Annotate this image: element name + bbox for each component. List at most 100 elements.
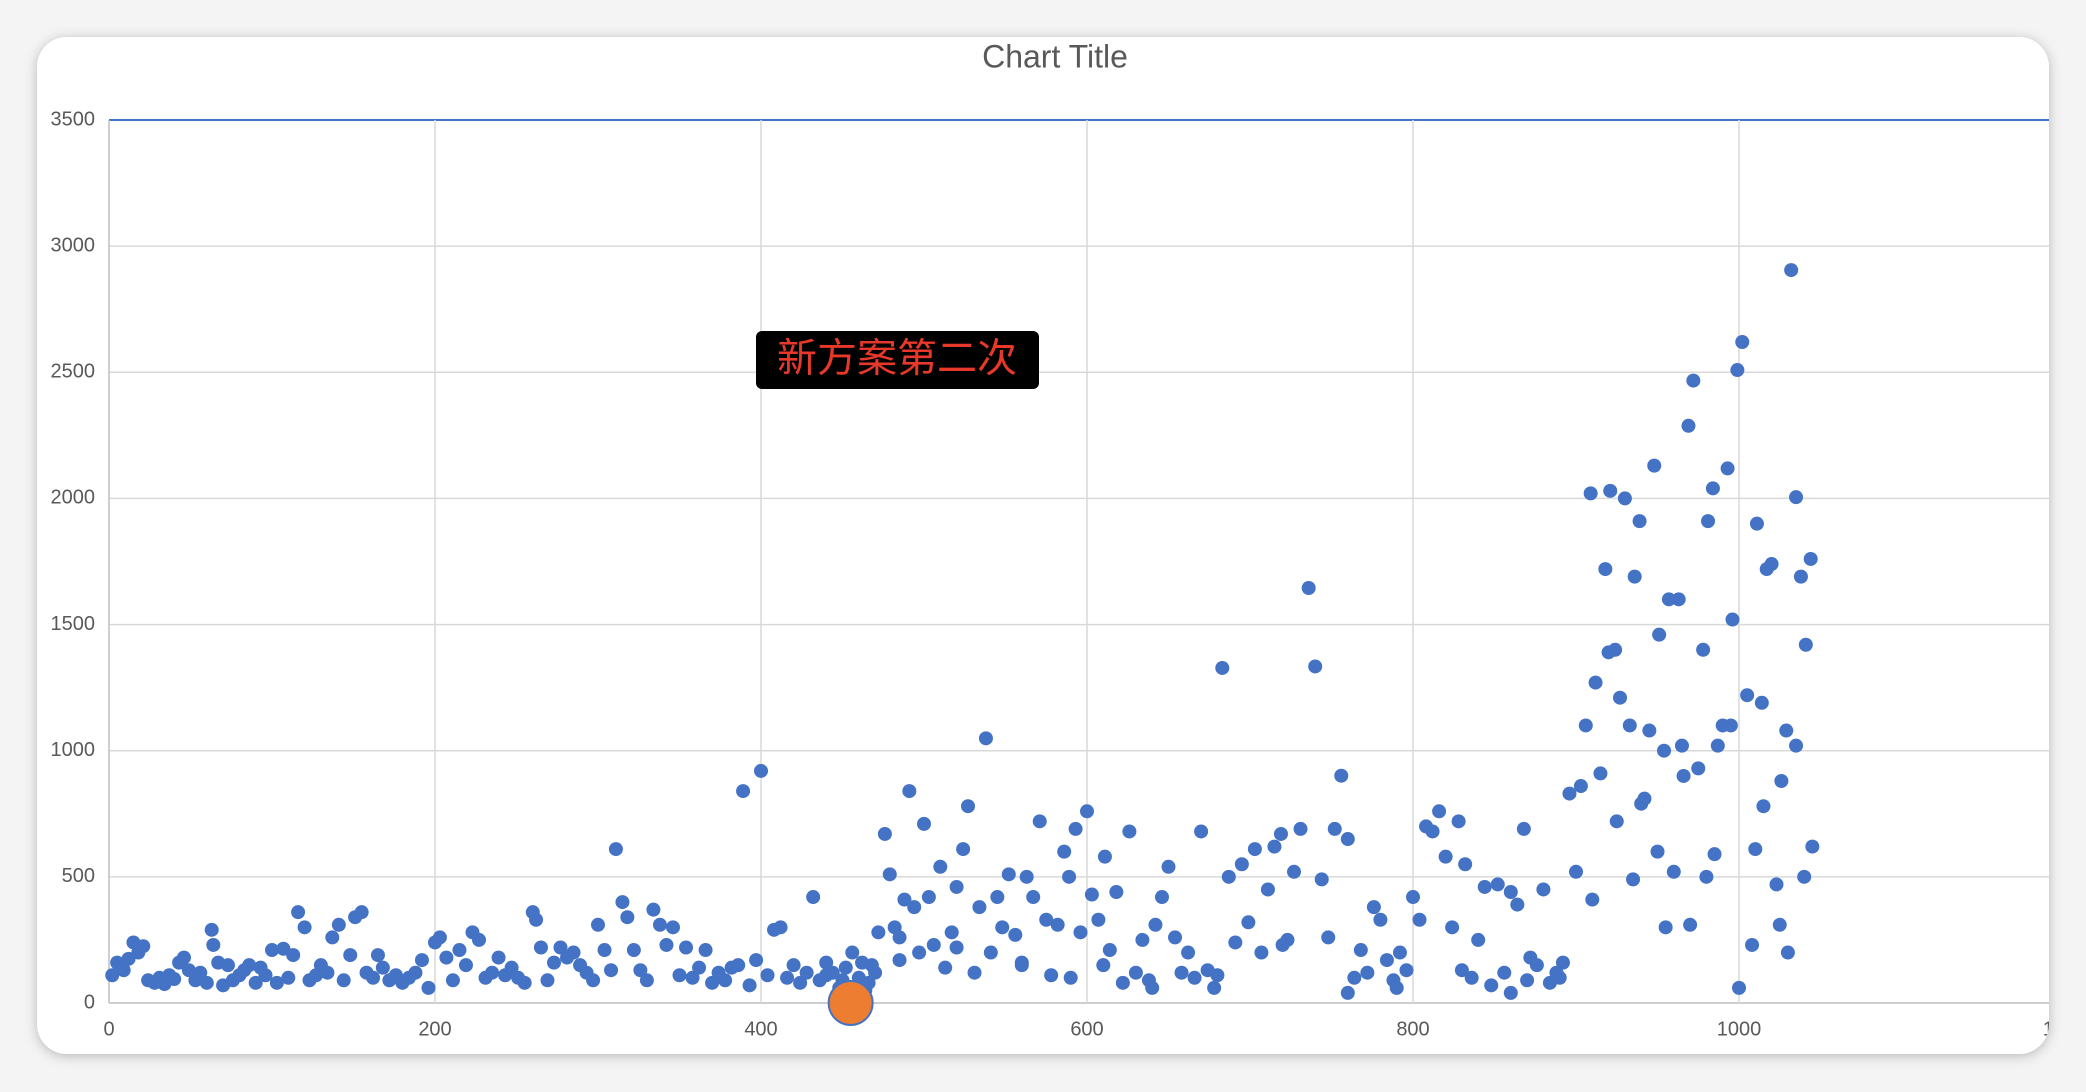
point [1334, 768, 1349, 783]
point [1247, 842, 1262, 857]
point [633, 963, 648, 978]
point [432, 930, 447, 945]
point [1707, 847, 1722, 862]
point [504, 960, 519, 975]
point [786, 958, 801, 973]
point [806, 890, 821, 905]
point [1681, 418, 1696, 433]
point [1503, 884, 1518, 899]
point [1730, 363, 1745, 378]
point [1008, 927, 1023, 942]
point [1096, 958, 1111, 973]
y-tick-label: 3500 [51, 108, 96, 130]
point [1340, 985, 1355, 1000]
point [1793, 569, 1808, 584]
point [167, 972, 182, 987]
point [718, 973, 733, 988]
point [1154, 890, 1169, 905]
point [672, 968, 687, 983]
point [978, 731, 993, 746]
point [1657, 743, 1672, 758]
point [799, 965, 814, 980]
point [1063, 970, 1078, 985]
point [639, 973, 654, 988]
point [615, 895, 630, 910]
point [1490, 877, 1505, 892]
point [1068, 821, 1083, 836]
point [1353, 943, 1368, 958]
point [1234, 857, 1249, 872]
point [897, 892, 912, 907]
point [983, 945, 998, 960]
point [258, 968, 273, 983]
point [1168, 930, 1183, 945]
chart-title: Chart Title [982, 38, 1128, 74]
point [1585, 892, 1600, 907]
point [366, 970, 381, 985]
point [961, 799, 976, 814]
point [626, 943, 641, 958]
point [1691, 761, 1706, 776]
point [336, 973, 351, 988]
point [933, 859, 948, 874]
point [1626, 872, 1641, 887]
point [1603, 483, 1618, 498]
point [608, 842, 623, 857]
point [1497, 965, 1512, 980]
point [1756, 799, 1771, 814]
point [265, 943, 279, 958]
point [1366, 900, 1381, 915]
point [892, 930, 907, 945]
point [1573, 779, 1588, 794]
point [472, 932, 487, 947]
point [1779, 723, 1794, 738]
y-tick-label: 500 [62, 865, 95, 887]
point [566, 945, 581, 960]
point [1389, 980, 1404, 995]
point [949, 879, 964, 894]
x-tick-label: 800 [1396, 1018, 1429, 1040]
point [1536, 882, 1551, 897]
point [1215, 660, 1230, 675]
point [1062, 869, 1077, 884]
point [742, 978, 757, 993]
point [1115, 975, 1130, 990]
point [1710, 738, 1725, 753]
point [1145, 980, 1160, 995]
point [193, 965, 208, 980]
x-tick-label: 600 [1070, 1018, 1103, 1040]
point [855, 955, 870, 970]
point [1520, 973, 1535, 988]
point [1084, 887, 1099, 902]
point [320, 965, 335, 980]
point [553, 940, 568, 955]
point [1135, 932, 1150, 947]
point [1267, 839, 1282, 854]
point [902, 784, 917, 799]
point [995, 920, 1010, 935]
point [1293, 821, 1308, 836]
point [1207, 980, 1222, 995]
point [1732, 980, 1746, 995]
point [343, 948, 358, 963]
point [1562, 786, 1577, 801]
point [793, 975, 808, 990]
point [773, 920, 788, 935]
point [1039, 912, 1054, 927]
point [1578, 718, 1593, 733]
point [892, 953, 907, 968]
point [1438, 849, 1453, 864]
point [1671, 592, 1686, 607]
point [1652, 627, 1667, 642]
point [1588, 675, 1603, 690]
point [1593, 766, 1608, 781]
plot-area: Chart Title 0500100015002000250030003500… [51, 38, 2049, 1040]
point [1148, 917, 1163, 932]
point [1057, 844, 1072, 859]
point [652, 917, 667, 932]
point [452, 943, 467, 958]
point [659, 937, 674, 952]
point [1187, 970, 1202, 985]
point [1749, 516, 1764, 531]
